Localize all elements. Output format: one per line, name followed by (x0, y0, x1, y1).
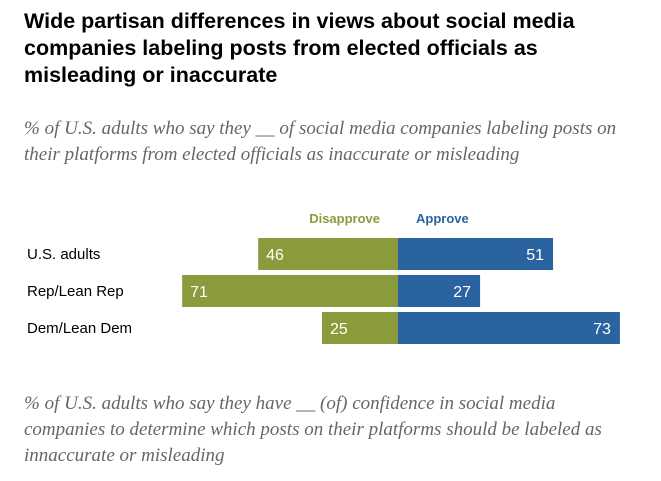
category-label: Dem/Lean Dem (27, 320, 132, 337)
chart-title: Wide partisan differences in views about… (24, 9, 575, 87)
data-label-disapprove: 25 (330, 321, 348, 338)
data-label-approve: 27 (453, 284, 471, 301)
bar-approve (398, 275, 481, 307)
data-label-approve: 73 (593, 321, 611, 338)
legend-approve: Approve (416, 211, 469, 226)
bar-approve (398, 312, 620, 344)
data-label-disapprove: 46 (266, 247, 284, 264)
category-label: U.S. adults (27, 246, 100, 263)
second-chart-subtitle: % of U.S. adults who say they have __ (o… (24, 393, 602, 466)
data-label-disapprove: 71 (190, 284, 208, 301)
bar-disapprove (182, 275, 398, 307)
data-label-approve: 51 (526, 247, 544, 264)
bar-disapprove (322, 312, 398, 344)
chart-subtitle: % of U.S. adults who say they __ of soci… (24, 118, 617, 165)
legend-disapprove: Disapprove (309, 211, 380, 226)
category-label: Rep/Lean Rep (27, 283, 124, 300)
bar-approve (398, 238, 554, 270)
bar-disapprove (258, 238, 398, 270)
